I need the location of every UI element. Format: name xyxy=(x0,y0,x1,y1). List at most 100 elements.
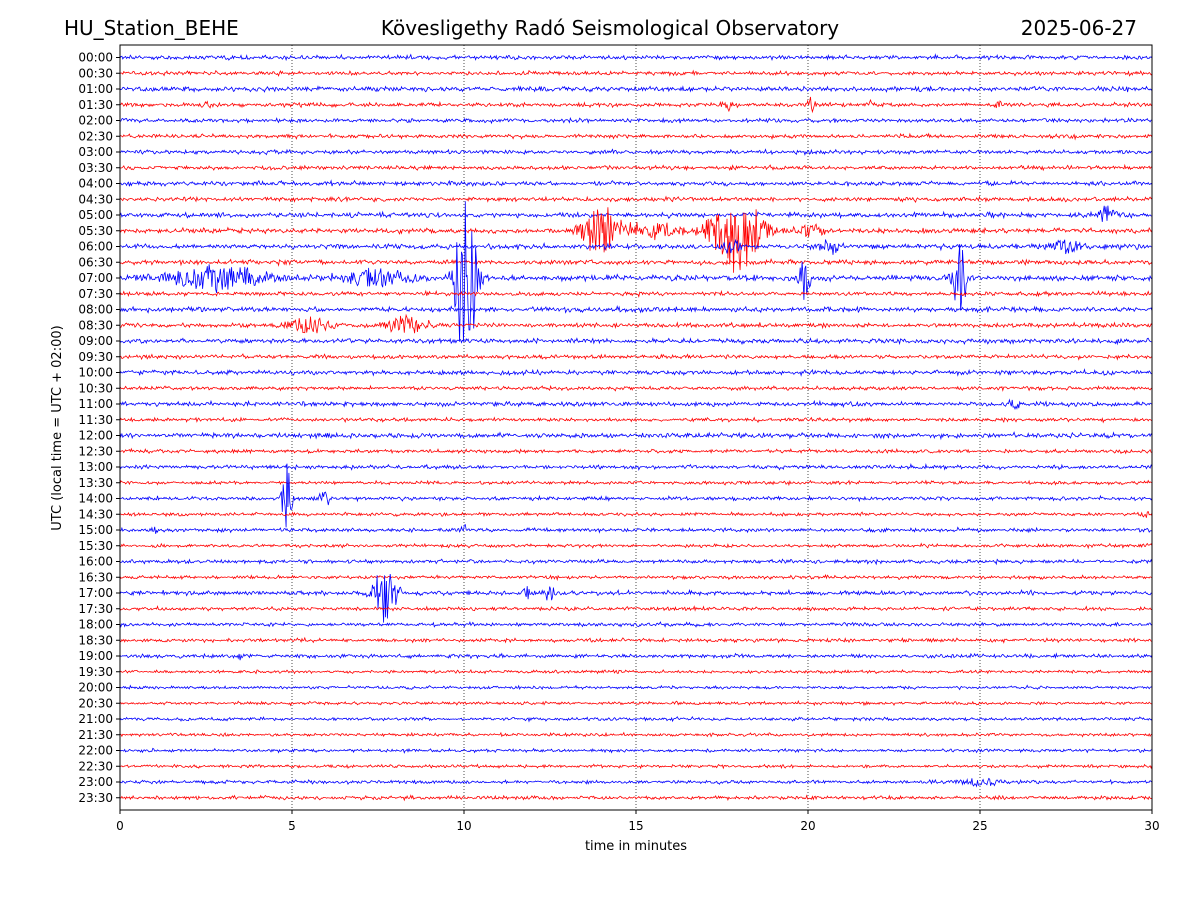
x-tick-label-20: 20 xyxy=(800,819,815,833)
trace-0330 xyxy=(119,163,1153,172)
x-tick-label-5: 5 xyxy=(288,819,296,833)
trace-2030 xyxy=(119,699,1153,707)
y-tick-label-5: 02:30 xyxy=(78,129,113,143)
trace-2200 xyxy=(119,747,1153,754)
trace-1130 xyxy=(119,416,1153,424)
x-tick-label-10: 10 xyxy=(456,819,471,833)
trace-0300 xyxy=(119,148,1153,156)
trace-2230 xyxy=(119,763,1153,770)
trace-1500 xyxy=(119,523,1153,534)
trace-1900 xyxy=(119,652,1153,661)
trace-1030 xyxy=(119,384,1153,392)
y-tick-label-7: 03:30 xyxy=(78,161,113,175)
y-tick-label-25: 12:30 xyxy=(78,444,113,458)
trace-1930 xyxy=(119,668,1153,675)
y-tick-label-44: 22:00 xyxy=(78,744,113,758)
y-tick-label-19: 09:30 xyxy=(78,350,113,364)
y-tick-label-3: 01:30 xyxy=(78,98,113,112)
trace-0900 xyxy=(119,337,1153,346)
y-tick-label-22: 11:00 xyxy=(78,397,113,411)
trace-1430 xyxy=(119,511,1153,518)
y-tick-label-18: 09:00 xyxy=(78,334,113,348)
trace-0100 xyxy=(119,85,1153,93)
trace-2130 xyxy=(119,731,1153,738)
trace-0230 xyxy=(119,132,1153,141)
trace-1830 xyxy=(119,636,1153,644)
x-axis: 0 5 10 15 20 25 30 xyxy=(116,810,1160,833)
y-tick-label-43: 21:30 xyxy=(78,728,113,742)
trace-1200 xyxy=(119,431,1153,441)
trace-1330 xyxy=(119,479,1153,487)
y-tick-label-0: 00:00 xyxy=(78,51,113,65)
y-tick-label-4: 02:00 xyxy=(78,114,113,128)
y-tick-label-28: 14:00 xyxy=(78,492,113,506)
trace-1100 xyxy=(119,398,1153,410)
trace-0830 xyxy=(119,313,1153,334)
trace-0700 xyxy=(119,201,1153,342)
y-tick-label-14: 07:00 xyxy=(78,271,113,285)
record-date: 2025-06-27 xyxy=(1020,16,1137,40)
y-tick-label-20: 10:00 xyxy=(78,366,113,380)
y-tick-label-36: 18:00 xyxy=(78,618,113,632)
y-tick-label-47: 23:30 xyxy=(78,791,113,805)
x-tick-label-30: 30 xyxy=(1144,819,1159,833)
y-tick-label-37: 18:30 xyxy=(78,633,113,647)
trace-2330 xyxy=(119,794,1153,802)
trace-1800 xyxy=(119,621,1153,628)
trace-0130 xyxy=(119,96,1153,114)
trace-0800 xyxy=(119,304,1153,314)
trace-1530 xyxy=(119,542,1153,550)
trace-0930 xyxy=(119,353,1153,361)
y-tick-label-24: 12:00 xyxy=(78,429,113,443)
y-tick-label-42: 21:00 xyxy=(78,712,113,726)
y-tick-label-15: 07:30 xyxy=(78,287,113,301)
y-tick-label-30: 15:00 xyxy=(78,523,113,537)
y-tick-label-31: 15:30 xyxy=(78,539,113,553)
trace-2000 xyxy=(119,684,1153,691)
y-tick-label-32: 16:00 xyxy=(78,555,113,569)
trace-1000 xyxy=(119,368,1153,377)
trace-1630 xyxy=(119,573,1153,582)
trace-1400 xyxy=(119,463,1153,528)
y-tick-label-2: 01:00 xyxy=(78,82,113,96)
y-tick-label-29: 14:30 xyxy=(78,507,113,521)
y-tick-label-11: 05:30 xyxy=(78,224,113,238)
y-tick-label-16: 08:00 xyxy=(78,303,113,317)
y-tick-label-38: 19:00 xyxy=(78,649,113,663)
x-axis-label: time in minutes xyxy=(585,839,687,854)
y-tick-label-10: 05:00 xyxy=(78,208,113,222)
trace-0400 xyxy=(119,179,1153,188)
y-tick-label-23: 11:30 xyxy=(78,413,113,427)
y-tick-label-13: 06:30 xyxy=(78,255,113,269)
station-name: HU_Station_BEHE xyxy=(64,16,239,40)
y-tick-label-40: 20:00 xyxy=(78,681,113,695)
trace-0030 xyxy=(119,69,1153,78)
trace-2300 xyxy=(119,777,1153,788)
trace-0530 xyxy=(119,207,1153,273)
trace-0000 xyxy=(119,53,1153,62)
y-tick-label-26: 13:00 xyxy=(78,460,113,474)
y-tick-label-12: 06:00 xyxy=(78,240,113,254)
y-tick-label-39: 19:30 xyxy=(78,665,113,679)
chart-title: Kövesligethy Radó Seismological Observat… xyxy=(380,16,840,40)
y-tick-label-34: 17:00 xyxy=(78,586,113,600)
trace-0500 xyxy=(119,205,1153,222)
trace-1300 xyxy=(119,463,1153,471)
trace-1600 xyxy=(119,558,1153,566)
trace-2100 xyxy=(119,715,1153,723)
y-tick-label-27: 13:30 xyxy=(78,476,113,490)
trace-1230 xyxy=(119,447,1153,455)
grid-layer xyxy=(291,45,981,810)
x-tick-label-15: 15 xyxy=(628,819,643,833)
y-tick-label-1: 00:30 xyxy=(78,66,113,80)
trace-1730 xyxy=(119,605,1153,612)
y-tick-label-8: 04:00 xyxy=(78,177,113,191)
trace-0200 xyxy=(119,116,1152,125)
y-tick-label-35: 17:30 xyxy=(78,602,113,616)
y-tick-label-21: 10:30 xyxy=(78,381,113,395)
y-tick-label-46: 23:00 xyxy=(78,775,113,789)
y-tick-label-41: 20:30 xyxy=(78,696,113,710)
x-tick-label-0: 0 xyxy=(116,819,124,833)
